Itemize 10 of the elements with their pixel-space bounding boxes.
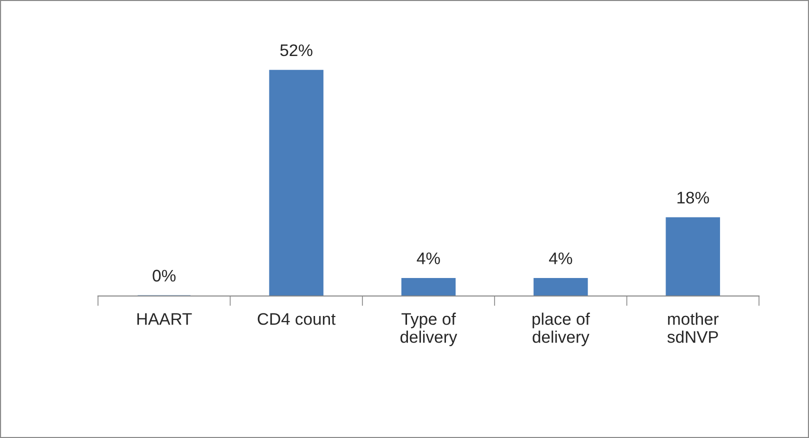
data-label: 52%: [280, 44, 312, 56]
x-tick-label: mother sdNVP: [667, 312, 719, 343]
data-label: 4%: [549, 252, 572, 264]
data-label: 18%: [677, 192, 709, 204]
x-tick-label: place of delivery: [532, 312, 590, 346]
data-label: 0%: [152, 270, 176, 282]
data-label: 4%: [416, 252, 440, 264]
x-tick-label: Type of delivery: [400, 312, 458, 346]
x-tick-label: CD4 count: [258, 313, 336, 325]
x-tick-label: HAART: [137, 313, 192, 325]
